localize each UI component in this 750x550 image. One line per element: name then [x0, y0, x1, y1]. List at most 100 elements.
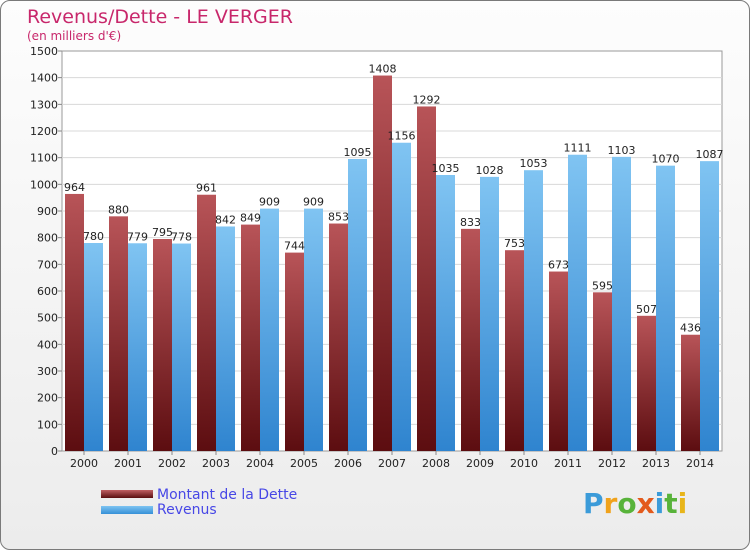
x-tick-label: 2008: [422, 457, 450, 470]
data-label: 853: [328, 211, 349, 224]
data-label: 1111: [564, 142, 592, 155]
x-tick-label: 2001: [114, 457, 142, 470]
y-tick-label: 100: [37, 418, 58, 431]
data-label: 1053: [520, 157, 548, 170]
bar-debt: [505, 250, 524, 451]
bar-debt: [153, 239, 172, 451]
logo-letter: r: [603, 487, 618, 520]
bar-revenue: [216, 226, 235, 451]
bar-revenue: [524, 170, 543, 451]
data-label: 753: [504, 237, 525, 250]
data-label: 1408: [369, 63, 397, 76]
bar-debt: [549, 271, 568, 451]
x-tick-label: 2000: [70, 457, 98, 470]
data-label: 779: [127, 230, 148, 243]
legend-swatch-revenue: [101, 506, 153, 514]
x-tick-label: 2005: [290, 457, 318, 470]
data-label: 849: [240, 212, 261, 225]
bar-debt: [373, 75, 392, 452]
legend-label-debt: Montant de la Dette: [157, 487, 298, 503]
y-tick-label: 1200: [30, 125, 58, 138]
data-label: 909: [259, 196, 280, 209]
y-axis: 0 100 200 300 400 500 600 700 800 900 1000 1100 1200…: [30, 45, 62, 458]
bar-revenue: [304, 208, 323, 451]
y-tick-label: 1500: [30, 45, 58, 58]
y-tick-label: 200: [37, 392, 58, 405]
data-label: 1095: [344, 146, 372, 159]
data-label: 842: [215, 213, 236, 226]
bar-revenue: [260, 208, 279, 451]
bar-debt: [593, 292, 612, 451]
data-label: 1292: [413, 93, 441, 106]
y-tick-label: 1300: [30, 98, 58, 111]
bar-debt: [461, 228, 480, 451]
data-label: 964: [64, 181, 85, 194]
y-tick-label: 500: [37, 312, 58, 325]
bar-debt: [417, 106, 436, 451]
y-tick-label: 1000: [30, 178, 58, 191]
bar-revenue: [480, 176, 499, 451]
y-tick-label: 1400: [30, 72, 58, 85]
x-tick-label: 2011: [554, 457, 582, 470]
data-label: 961: [196, 182, 217, 195]
y-tick-label: 400: [37, 338, 58, 351]
y-tick-label: 1100: [30, 152, 58, 165]
data-label: 673: [548, 259, 569, 272]
data-label: 744: [284, 240, 305, 253]
data-label: 1070: [652, 153, 680, 166]
y-tick-label: 600: [37, 285, 58, 298]
chart-subtitle: (en milliers d'€): [27, 29, 122, 43]
bar-debt: [65, 193, 84, 451]
bar-revenue: [172, 243, 191, 451]
x-tick-label: 2006: [334, 457, 362, 470]
bar-revenue: [656, 165, 675, 451]
y-tick-label: 0: [51, 445, 58, 458]
bar-debt: [197, 194, 216, 451]
bar-debt: [681, 334, 700, 451]
x-tick-label: 2010: [510, 457, 538, 470]
x-tick-label: 2002: [158, 457, 186, 470]
bar-revenue: [128, 243, 147, 451]
bar-debt: [241, 224, 260, 451]
logo-letter: x: [636, 487, 655, 520]
data-label: 780: [83, 230, 104, 243]
bar-revenue: [612, 156, 631, 451]
data-label: 1035: [432, 162, 460, 175]
bar-revenue: [568, 154, 587, 451]
proxiti-logo: Proxiti: [583, 489, 687, 519]
legend-label-revenue: Revenus: [157, 502, 217, 518]
data-label: 909: [303, 196, 324, 209]
bar-revenue: [348, 159, 367, 451]
data-label: 1087: [696, 148, 724, 161]
logo-letter: t: [664, 487, 678, 520]
x-tick-label: 2004: [246, 457, 274, 470]
logo-letter: i: [677, 487, 688, 520]
bar-debt: [329, 223, 348, 451]
chart-title: Revenus/Dette - LE VERGER: [27, 6, 293, 28]
logo-letter: o: [617, 487, 637, 520]
x-tick-label: 2007: [378, 457, 406, 470]
data-label: 795: [152, 226, 173, 239]
y-tick-label: 700: [37, 258, 58, 271]
data-label: 595: [592, 279, 613, 292]
data-label: 1156: [388, 130, 416, 143]
bar-debt: [109, 216, 128, 451]
x-tick-label: 2003: [202, 457, 230, 470]
data-label: 1028: [476, 164, 504, 177]
data-label: 778: [171, 231, 192, 244]
y-tick-label: 900: [37, 205, 58, 218]
data-label: 833: [460, 216, 481, 229]
bar-debt: [285, 252, 304, 451]
logo-letter: P: [583, 487, 604, 520]
bars-group: [65, 75, 719, 452]
bar-revenue: [436, 175, 455, 451]
data-label: 1103: [608, 144, 636, 157]
bar-debt: [637, 315, 656, 451]
x-axis: 2000 2001 2002 2003 2004 2005 2006 2007 2008 2009…: [70, 451, 714, 470]
bar-revenue: [84, 243, 103, 451]
logo-letter: i: [654, 487, 665, 520]
data-label: 507: [636, 303, 657, 316]
